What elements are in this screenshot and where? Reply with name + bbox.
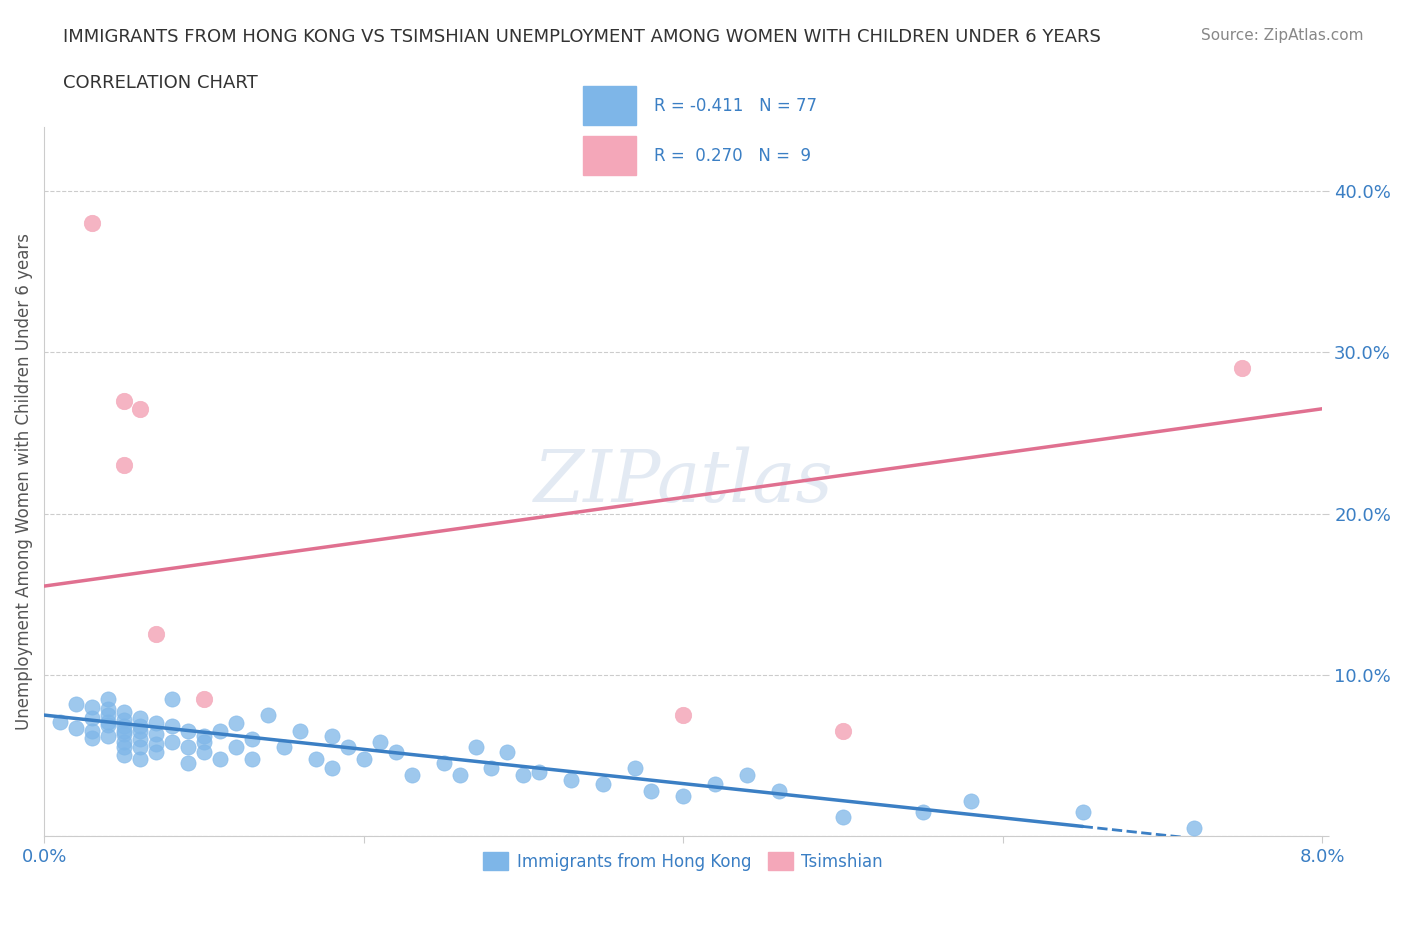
- Point: [959, 793, 981, 808]
- Point: [80, 699, 103, 714]
- Point: [240, 751, 263, 766]
- Point: [529, 764, 551, 779]
- Point: [368, 735, 391, 750]
- Text: CORRELATION CHART: CORRELATION CHART: [63, 74, 259, 92]
- Point: [1232, 361, 1254, 376]
- Point: [129, 724, 152, 738]
- Point: [160, 692, 183, 707]
- Text: Source: ZipAtlas.com: Source: ZipAtlas.com: [1201, 28, 1364, 43]
- Point: [97, 708, 120, 723]
- Point: [464, 740, 486, 755]
- Point: [256, 708, 278, 723]
- Point: [97, 701, 120, 716]
- Point: [560, 772, 582, 787]
- Y-axis label: Unemployment Among Women with Children Under 6 years: Unemployment Among Women with Children U…: [15, 232, 32, 730]
- Point: [112, 712, 135, 727]
- Point: [177, 740, 200, 755]
- Point: [129, 711, 152, 725]
- Point: [496, 745, 519, 760]
- Point: [97, 728, 120, 743]
- Point: [225, 740, 247, 755]
- Point: [288, 724, 311, 738]
- Point: [193, 745, 215, 760]
- Text: IMMIGRANTS FROM HONG KONG VS TSIMSHIAN UNEMPLOYMENT AMONG WOMEN WITH CHILDREN UN: IMMIGRANTS FROM HONG KONG VS TSIMSHIAN U…: [63, 28, 1101, 46]
- Point: [145, 745, 167, 760]
- Point: [97, 692, 120, 707]
- Text: R = -0.411   N = 77: R = -0.411 N = 77: [654, 97, 817, 114]
- Point: [112, 719, 135, 734]
- Point: [80, 730, 103, 745]
- Point: [80, 724, 103, 738]
- Point: [1184, 820, 1206, 835]
- Point: [49, 714, 72, 729]
- Point: [80, 711, 103, 725]
- Point: [65, 697, 87, 711]
- Point: [112, 458, 135, 472]
- Text: ZIPatlas: ZIPatlas: [533, 446, 832, 516]
- Text: R =  0.270   N =  9: R = 0.270 N = 9: [654, 147, 811, 165]
- Point: [735, 767, 758, 782]
- Point: [911, 804, 934, 819]
- Point: [401, 767, 423, 782]
- Legend: Immigrants from Hong Kong, Tsimshian: Immigrants from Hong Kong, Tsimshian: [477, 845, 890, 877]
- Point: [208, 751, 231, 766]
- Point: [112, 704, 135, 719]
- Point: [832, 724, 855, 738]
- Point: [145, 716, 167, 731]
- Point: [193, 692, 215, 707]
- Point: [672, 789, 695, 804]
- Point: [145, 737, 167, 751]
- Point: [177, 724, 200, 738]
- Point: [97, 717, 120, 732]
- Point: [208, 724, 231, 738]
- Point: [112, 735, 135, 750]
- Point: [512, 767, 534, 782]
- Point: [768, 783, 790, 798]
- Point: [97, 714, 120, 729]
- Point: [129, 751, 152, 766]
- Point: [225, 716, 247, 731]
- Point: [112, 748, 135, 763]
- Point: [112, 393, 135, 408]
- Point: [160, 735, 183, 750]
- Point: [65, 721, 87, 736]
- Point: [336, 740, 359, 755]
- Point: [129, 732, 152, 747]
- Point: [112, 727, 135, 742]
- Point: [1071, 804, 1094, 819]
- Point: [177, 756, 200, 771]
- Point: [305, 751, 328, 766]
- Point: [80, 216, 103, 231]
- Point: [832, 809, 855, 824]
- Point: [145, 727, 167, 742]
- Point: [449, 767, 471, 782]
- Point: [321, 728, 343, 743]
- FancyBboxPatch shape: [583, 136, 636, 175]
- Point: [384, 745, 406, 760]
- Point: [672, 708, 695, 723]
- Point: [240, 732, 263, 747]
- Point: [321, 761, 343, 776]
- Point: [273, 740, 295, 755]
- Point: [193, 735, 215, 750]
- Point: [353, 751, 375, 766]
- Point: [432, 756, 454, 771]
- Point: [481, 761, 503, 776]
- Point: [193, 728, 215, 743]
- Point: [129, 740, 152, 755]
- Point: [640, 783, 662, 798]
- Point: [160, 719, 183, 734]
- Point: [145, 627, 167, 642]
- Point: [112, 740, 135, 755]
- Point: [112, 724, 135, 738]
- Point: [129, 402, 152, 417]
- Point: [704, 777, 727, 791]
- Point: [624, 761, 647, 776]
- FancyBboxPatch shape: [583, 86, 636, 125]
- Point: [592, 777, 614, 791]
- Point: [129, 719, 152, 734]
